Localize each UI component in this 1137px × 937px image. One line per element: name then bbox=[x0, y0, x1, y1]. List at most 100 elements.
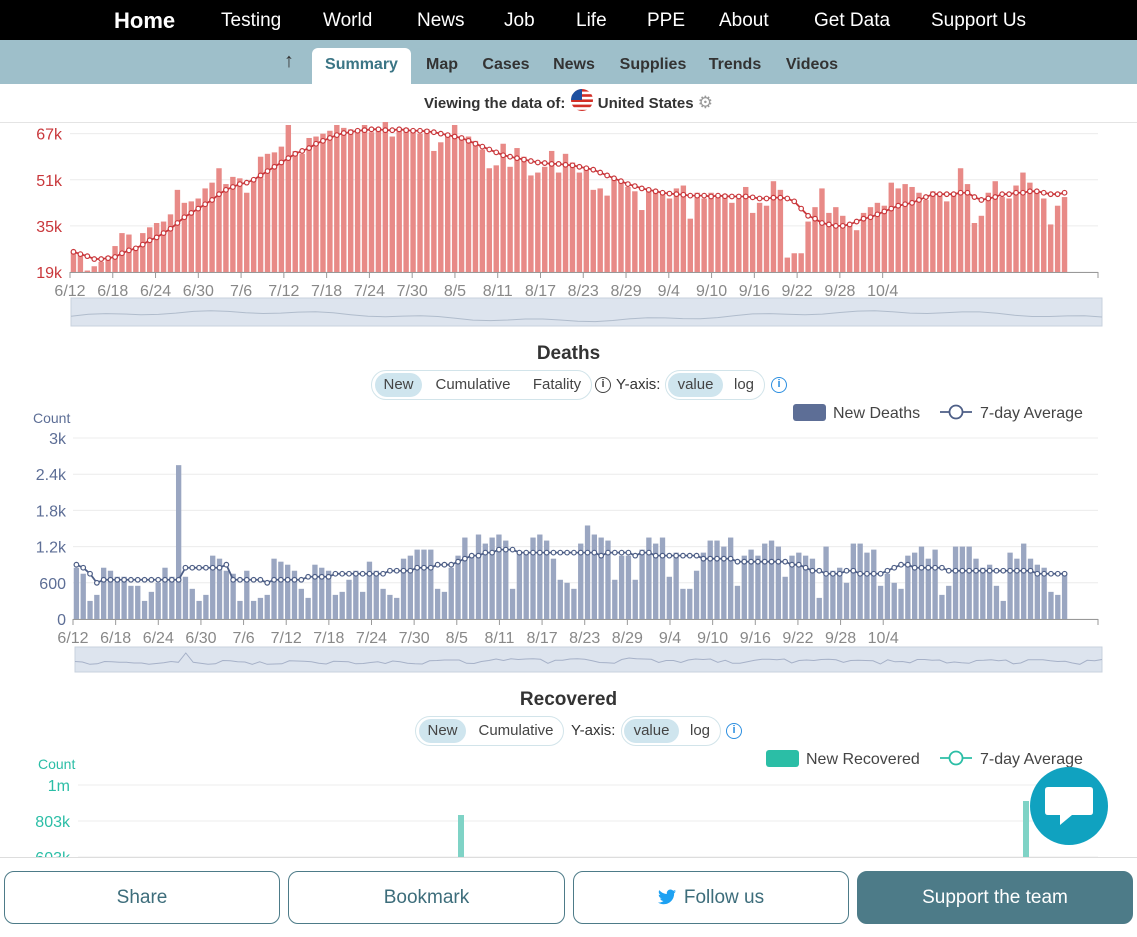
avg-point[interactable] bbox=[523, 549, 530, 556]
bar[interactable] bbox=[1054, 205, 1061, 272]
bar[interactable] bbox=[230, 176, 236, 272]
avg-point[interactable] bbox=[346, 570, 352, 577]
bar[interactable] bbox=[756, 202, 763, 272]
avg-point[interactable] bbox=[936, 191, 943, 198]
bar[interactable] bbox=[140, 233, 146, 272]
deaths-scale-value[interactable]: value bbox=[668, 373, 723, 397]
bar[interactable] bbox=[250, 179, 257, 272]
bar[interactable] bbox=[992, 181, 998, 272]
bar[interactable] bbox=[925, 558, 931, 619]
avg-point[interactable] bbox=[686, 552, 693, 559]
bar[interactable] bbox=[916, 192, 922, 272]
bar[interactable] bbox=[73, 567, 80, 619]
bar[interactable] bbox=[537, 534, 543, 619]
avg-point[interactable] bbox=[548, 161, 555, 167]
avg-point[interactable] bbox=[700, 555, 707, 562]
bar[interactable] bbox=[578, 543, 584, 619]
bar[interactable] bbox=[937, 195, 943, 272]
avg-point[interactable] bbox=[993, 567, 1000, 574]
bar[interactable] bbox=[837, 567, 843, 619]
bar[interactable] bbox=[299, 153, 305, 272]
bar[interactable] bbox=[479, 149, 486, 273]
avg-point[interactable] bbox=[715, 192, 721, 199]
bar[interactable] bbox=[285, 125, 292, 272]
bar[interactable] bbox=[625, 186, 631, 272]
bar[interactable] bbox=[632, 579, 638, 619]
bar[interactable] bbox=[394, 597, 400, 619]
avg-point[interactable] bbox=[557, 549, 564, 556]
bookmark-button[interactable]: Bookmark bbox=[288, 871, 565, 924]
avg-point[interactable] bbox=[271, 163, 278, 170]
avg-point[interactable] bbox=[437, 130, 444, 137]
bar[interactable] bbox=[493, 165, 499, 272]
avg-point[interactable] bbox=[805, 212, 811, 219]
avg-point[interactable] bbox=[414, 564, 421, 571]
avg-point[interactable] bbox=[755, 558, 761, 565]
avg-point[interactable] bbox=[410, 127, 416, 134]
bar[interactable] bbox=[278, 146, 285, 272]
bar[interactable] bbox=[271, 558, 277, 619]
avg-point[interactable] bbox=[576, 163, 583, 170]
bar[interactable] bbox=[175, 465, 182, 619]
bar[interactable] bbox=[557, 579, 563, 619]
arrow-up-icon[interactable]: ↑ bbox=[284, 50, 294, 72]
avg-point[interactable] bbox=[277, 576, 284, 583]
avg-point[interactable] bbox=[264, 579, 271, 586]
bar[interactable] bbox=[1020, 172, 1026, 272]
bar[interactable] bbox=[257, 597, 264, 619]
bar[interactable] bbox=[707, 540, 713, 619]
avg-point[interactable] bbox=[361, 127, 368, 134]
bar[interactable] bbox=[500, 143, 506, 272]
avg-point[interactable] bbox=[475, 552, 482, 559]
avg-point[interactable] bbox=[516, 549, 523, 556]
avg-point[interactable] bbox=[909, 199, 915, 206]
avg-point[interactable] bbox=[673, 552, 680, 559]
avg-point[interactable] bbox=[791, 198, 798, 205]
bar[interactable] bbox=[930, 191, 936, 272]
bar[interactable] bbox=[244, 192, 250, 272]
avg-point[interactable] bbox=[598, 552, 605, 559]
avg-point[interactable] bbox=[325, 573, 332, 580]
bar[interactable] bbox=[826, 212, 832, 272]
bar[interactable] bbox=[80, 573, 86, 619]
tab-summary[interactable]: Summary bbox=[312, 48, 411, 84]
bar[interactable] bbox=[462, 537, 468, 619]
bar[interactable] bbox=[980, 567, 986, 619]
bar[interactable] bbox=[952, 546, 959, 619]
avg-point[interactable] bbox=[502, 546, 509, 553]
avg-point[interactable] bbox=[148, 576, 155, 583]
bar[interactable] bbox=[250, 600, 257, 619]
avg-point[interactable] bbox=[407, 567, 414, 574]
avg-point[interactable] bbox=[188, 210, 195, 216]
bar[interactable] bbox=[354, 132, 361, 272]
avg-point[interactable] bbox=[479, 143, 486, 150]
deaths-scale-log[interactable]: log bbox=[733, 376, 755, 393]
bar[interactable] bbox=[964, 184, 971, 272]
bar[interactable] bbox=[469, 555, 475, 619]
avg-point[interactable] bbox=[673, 191, 680, 198]
bar[interactable] bbox=[400, 558, 407, 619]
bar[interactable] bbox=[1061, 573, 1068, 619]
avg-point[interactable] bbox=[789, 561, 795, 568]
bar[interactable] bbox=[153, 223, 160, 272]
bar[interactable] bbox=[819, 188, 825, 272]
avg-point[interactable] bbox=[923, 194, 929, 200]
bar[interactable] bbox=[701, 198, 707, 273]
avg-point[interactable] bbox=[530, 549, 536, 556]
avg-point[interactable] bbox=[632, 552, 639, 559]
bar[interactable] bbox=[475, 534, 482, 619]
bar[interactable] bbox=[196, 600, 202, 619]
bar[interactable] bbox=[881, 205, 888, 272]
bar[interactable] bbox=[320, 133, 326, 272]
nav-life[interactable]: Life bbox=[576, 10, 607, 31]
bar[interactable] bbox=[666, 576, 672, 619]
bar[interactable] bbox=[455, 555, 461, 619]
avg-point[interactable] bbox=[534, 159, 541, 166]
bar[interactable] bbox=[830, 570, 836, 619]
avg-point[interactable] bbox=[999, 191, 1006, 198]
bar[interactable] bbox=[748, 549, 754, 619]
avg-point[interactable] bbox=[625, 181, 631, 187]
bar[interactable] bbox=[550, 558, 557, 619]
avg-point[interactable] bbox=[1041, 570, 1048, 577]
avg-point[interactable] bbox=[652, 552, 659, 559]
